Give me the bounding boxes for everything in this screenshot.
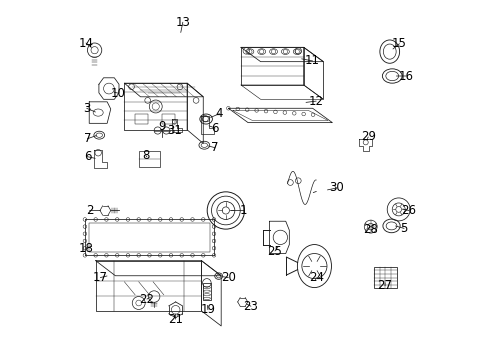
Text: 15: 15 xyxy=(391,37,406,50)
Text: 18: 18 xyxy=(79,242,93,255)
Bar xyxy=(202,283,211,300)
Text: 7: 7 xyxy=(211,141,219,154)
Bar xyxy=(162,114,174,125)
Text: 2: 2 xyxy=(86,204,93,217)
Bar xyxy=(373,267,396,288)
Text: 28: 28 xyxy=(363,223,377,236)
Text: 9: 9 xyxy=(158,121,165,134)
Text: 14: 14 xyxy=(79,36,93,50)
Text: 5: 5 xyxy=(400,222,407,235)
Text: 7: 7 xyxy=(83,132,91,145)
Text: 22: 22 xyxy=(139,293,154,306)
Text: 1: 1 xyxy=(240,204,247,217)
Text: 25: 25 xyxy=(267,244,282,257)
Text: 20: 20 xyxy=(221,271,235,284)
Text: 17: 17 xyxy=(93,271,108,284)
Text: 10: 10 xyxy=(111,87,125,100)
Text: 6: 6 xyxy=(83,150,91,163)
Text: 6: 6 xyxy=(211,122,219,135)
Text: 19: 19 xyxy=(200,303,215,316)
Text: 21: 21 xyxy=(168,312,183,326)
Text: 30: 30 xyxy=(329,181,344,194)
Text: 11: 11 xyxy=(305,54,320,67)
Bar xyxy=(88,223,210,252)
Text: 8: 8 xyxy=(142,149,149,162)
Text: 13: 13 xyxy=(175,16,190,29)
Text: 26: 26 xyxy=(401,204,415,217)
Bar xyxy=(139,151,159,167)
Text: 29: 29 xyxy=(360,130,375,144)
Bar xyxy=(135,114,147,125)
Text: 4: 4 xyxy=(215,107,223,120)
Text: 3: 3 xyxy=(83,102,90,115)
Text: 27: 27 xyxy=(377,279,392,292)
Text: 31: 31 xyxy=(167,124,182,137)
Text: 12: 12 xyxy=(308,95,323,108)
Text: 23: 23 xyxy=(243,300,258,313)
Text: 16: 16 xyxy=(398,69,412,82)
Text: 24: 24 xyxy=(308,271,323,284)
